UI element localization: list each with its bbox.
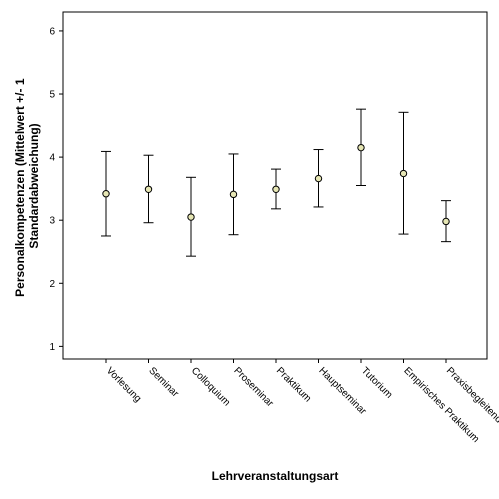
x-tick-label: Vorlesung: [104, 365, 143, 404]
x-tick-label: Praktikum: [274, 365, 313, 404]
mean-marker: [314, 174, 323, 183]
y-axis-title: Personalkompetenzen (Mittelwert +/- 1 St…: [13, 75, 41, 297]
y-axis-title-line-2: Standardabweichung): [27, 123, 41, 248]
y-tick-label: 5: [49, 90, 55, 101]
mean-marker: [442, 217, 450, 226]
x-axis-title: Lehrveranstaltungsart: [212, 469, 339, 483]
mean-marker: [357, 143, 365, 152]
x-tick-label: Empirisches Praktikum: [401, 365, 481, 445]
x-axis-ticks: Vorlesung Seminar Colloquium ProseminarPrak…: [104, 359, 499, 445]
y-tick-label: 6: [49, 26, 55, 37]
y-tick-label: 1: [49, 342, 55, 353]
x-tick-label: Tutorium: [359, 365, 394, 400]
mean-marker: [102, 190, 110, 198]
mean-marker: [399, 169, 408, 178]
y-axis-title-line-1: Personalkompetenzen (Mittelwert +/- 1: [13, 78, 27, 297]
error-bars: [101, 108, 451, 257]
mean-marker: [229, 190, 238, 199]
y-axis-ticks: 1 2 3 4 5 6: [49, 26, 63, 353]
x-tick-label: Proseminar: [231, 365, 275, 409]
y-tick-label: 4: [49, 153, 55, 164]
x-tick-label: Colloquium: [189, 365, 232, 408]
plot-frame: [62, 11, 488, 360]
y-tick-label: 3: [49, 216, 55, 227]
mean-marker: [272, 185, 280, 193]
mean-marker: [144, 185, 153, 193]
x-tick-label: Seminar: [146, 365, 181, 400]
mean-marker: [187, 213, 195, 221]
y-tick-label: 2: [49, 279, 55, 290]
